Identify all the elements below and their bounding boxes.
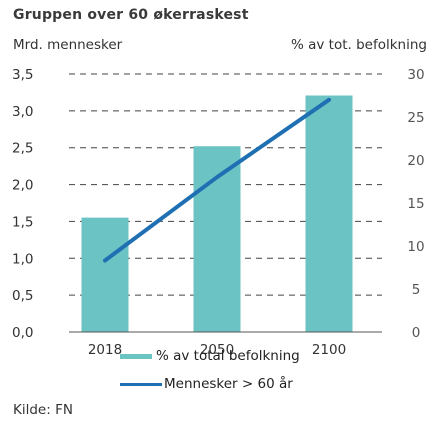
bar: [193, 146, 241, 332]
x-axis-ticks: 2018 2050 2100: [88, 342, 346, 358]
line-path: [103, 97, 331, 263]
left-tick-label: 0,5: [12, 288, 33, 304]
legend-bar-swatch: [120, 353, 152, 359]
legend: % av total befolkning Mennesker > 60 år: [120, 345, 300, 401]
source-note: Kilde: FN: [13, 402, 73, 418]
right-tick-label: 15: [407, 196, 424, 212]
right-tick-label: 25: [407, 110, 424, 126]
right-tick-label: 10: [407, 239, 424, 255]
left-tick-label: 3,0: [12, 104, 33, 120]
legend-item-line: Mennesker > 60 år: [120, 373, 300, 395]
left-tick-label: 1,0: [12, 251, 33, 267]
legend-item-bar: % av total befolkning: [120, 345, 300, 367]
line-series: [103, 97, 331, 263]
right-tick-label: 5: [412, 282, 421, 298]
right-tick-label: 20: [407, 153, 424, 169]
left-tick-label: 1,5: [12, 214, 33, 230]
left-tick-label: 3,5: [12, 67, 33, 83]
right-axis-ticks: 30 25 20 15 10 5 0: [407, 67, 424, 341]
left-tick-label: 0,0: [12, 325, 33, 341]
right-tick-label: 30: [407, 67, 424, 83]
x-tick-label: 2018: [88, 342, 122, 358]
left-tick-label: 2,0: [12, 178, 33, 194]
left-axis-ticks: 3,5 3,0 2,5 2,0 1,5 1,0 0,5 0,0: [12, 67, 33, 341]
left-tick-label: 2,5: [12, 141, 33, 157]
x-tick-label: 2050: [200, 342, 234, 358]
legend-bar-label: % av total befolkning: [156, 348, 300, 364]
right-axis-title: % av tot. befolkning: [291, 37, 427, 53]
bar: [305, 95, 353, 332]
x-tick-label: 2100: [312, 342, 346, 358]
legend-line-swatch: [120, 382, 162, 386]
legend-line-label: Mennesker > 60 år: [164, 376, 293, 392]
left-axis-title: Mrd. mennesker: [13, 37, 123, 53]
chart-title: Gruppen over 60 økerraskest: [13, 7, 249, 23]
bars: [81, 95, 353, 332]
bar: [81, 217, 129, 332]
right-tick-label: 0: [412, 325, 421, 341]
